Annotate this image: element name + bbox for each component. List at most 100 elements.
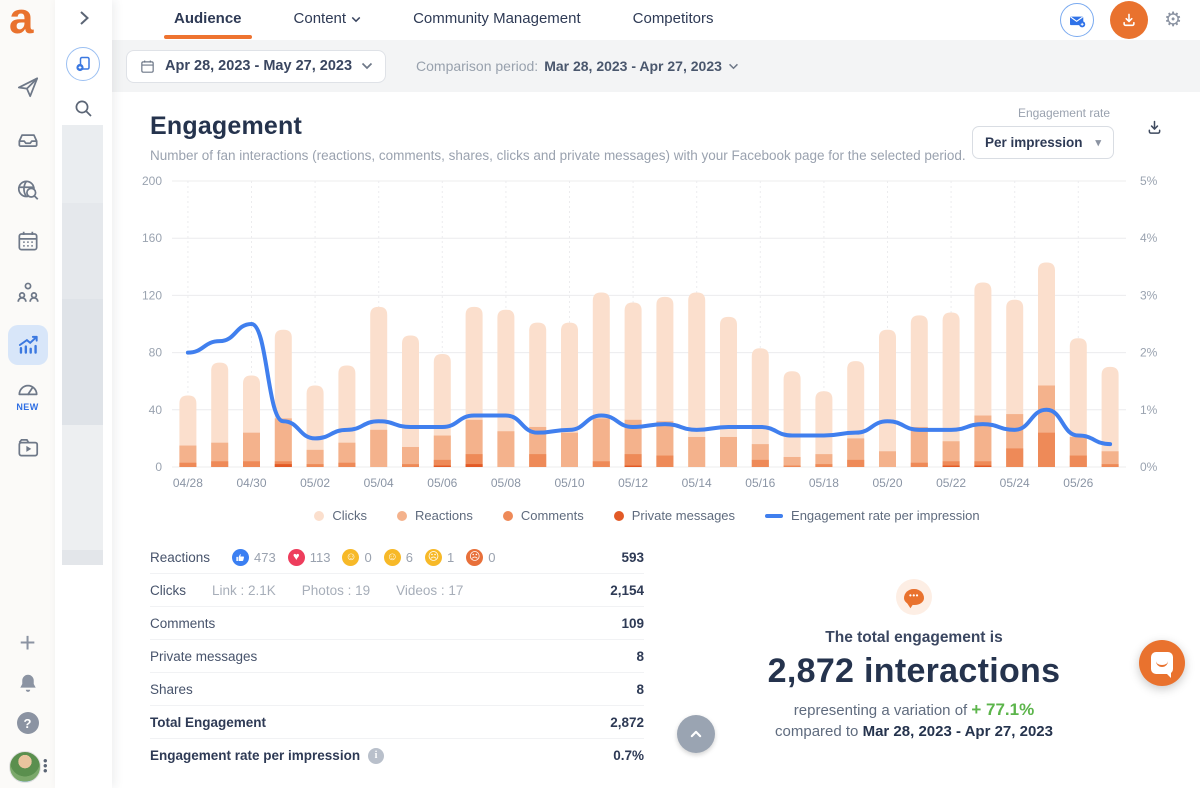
rate-label: Engagement rate bbox=[1017, 106, 1110, 120]
variation-percent: + 77.1% bbox=[971, 700, 1035, 719]
tab-label: Competitors bbox=[632, 10, 714, 27]
engagement-section: Engagement Number of fan interactions (r… bbox=[112, 92, 1200, 788]
legend-line-swatch bbox=[765, 513, 784, 518]
library-icon[interactable] bbox=[15, 435, 41, 461]
table-row-shares: Shares 8 bbox=[150, 673, 644, 706]
summary-compared: compared to Mar 28, 2023 - Apr 27, 2023 bbox=[775, 723, 1053, 740]
question-glyph: ? bbox=[16, 712, 39, 734]
user-avatar[interactable] bbox=[9, 751, 41, 783]
messages-button[interactable] bbox=[1060, 3, 1095, 37]
inbox-icon[interactable] bbox=[15, 127, 41, 153]
summary-variation: representing a variation of + 77.1% bbox=[793, 700, 1035, 719]
svg-text:200: 200 bbox=[142, 174, 162, 188]
legend-label: Comments bbox=[520, 508, 584, 523]
notifications-icon[interactable] bbox=[15, 671, 41, 697]
chat-widget-button[interactable] bbox=[1139, 640, 1185, 686]
rate-selected-value: Per impression bbox=[985, 135, 1083, 150]
dropdown-triangle-icon: ▾ bbox=[1095, 137, 1101, 149]
chart-legend: Clicks Reactions Comments Private messages E… bbox=[132, 508, 1162, 523]
legend-item-clicks[interactable]: Clicks bbox=[314, 508, 367, 523]
svg-text:05/24: 05/24 bbox=[1000, 476, 1030, 490]
svg-text:05/08: 05/08 bbox=[491, 476, 521, 490]
section-title: Engagement bbox=[150, 112, 303, 140]
primary-sidebar: a NEW + ? • • • bbox=[0, 0, 55, 788]
row-label: Comments bbox=[150, 615, 216, 631]
like-reaction-icon bbox=[232, 548, 250, 566]
tab-content[interactable]: Content bbox=[268, 0, 388, 40]
legend-label: Clicks bbox=[332, 508, 368, 523]
reaction-sad: ☹ 1 bbox=[424, 548, 455, 566]
table-row-comments: Comments 109 bbox=[150, 607, 644, 640]
svg-text:04/30: 04/30 bbox=[236, 476, 266, 490]
help-icon[interactable]: ? bbox=[15, 710, 41, 736]
table-row-clicks: Clicks Link : 2.1K Photos : 19 Videos : 17 2… bbox=[150, 574, 644, 607]
chart-canvas: 0 40 80 120 160 200 0% 1% 2% 3% 4% 5% 04/28 04/30 05/0… bbox=[142, 174, 1158, 490]
tab-competitors[interactable]: Competitors bbox=[607, 0, 740, 40]
svg-text:3%: 3% bbox=[1140, 288, 1158, 302]
export-download-button[interactable] bbox=[1110, 1, 1149, 39]
svg-text:05/02: 05/02 bbox=[300, 476, 330, 490]
reaction-count: 1 bbox=[446, 549, 455, 565]
chat-bubble-icon bbox=[1151, 652, 1173, 678]
legend-item-comments[interactable]: Comments bbox=[502, 508, 584, 523]
sad-reaction-icon: ☹ bbox=[424, 548, 442, 566]
legend-item-reactions[interactable]: Reactions bbox=[397, 508, 473, 523]
tab-label: Community Management bbox=[413, 10, 581, 27]
click-breakdown: Link : 2.1K Photos : 19 Videos : 17 bbox=[212, 583, 463, 598]
love-reaction-icon: ♥ bbox=[287, 548, 305, 566]
haha-reaction-icon: ☺ bbox=[342, 548, 360, 566]
svg-text:80: 80 bbox=[149, 346, 163, 360]
profile-selector-icon[interactable] bbox=[66, 47, 100, 81]
main-panel: Audience Content Community Management Compe… bbox=[112, 0, 1200, 788]
search-icon[interactable] bbox=[74, 99, 93, 123]
total-engagement-summary: ••• The total engagement is 2,872 intera… bbox=[744, 579, 1084, 740]
settings-gear-icon[interactable]: ⚙ bbox=[1164, 9, 1182, 31]
tab-label: Audience bbox=[174, 10, 242, 27]
row-label: Total Engagement bbox=[150, 714, 267, 730]
agorapulse-logo[interactable]: a bbox=[9, 0, 34, 43]
row-value: 109 bbox=[621, 615, 644, 631]
comparison-period-picker[interactable]: Comparison period: Mar 28, 2023 - Apr 27… bbox=[416, 58, 739, 74]
chevron-down-icon bbox=[728, 63, 738, 69]
row-label: Shares bbox=[150, 681, 193, 697]
expand-chevron-icon[interactable] bbox=[75, 8, 93, 33]
tab-audience[interactable]: Audience bbox=[148, 0, 268, 40]
tab-community-management[interactable]: Community Management bbox=[387, 0, 607, 40]
kebab-menu-icon[interactable]: • • • bbox=[43, 753, 48, 778]
row-value: 593 bbox=[621, 549, 644, 565]
date-range-picker[interactable]: Apr 28, 2023 - May 27, 2023 bbox=[126, 49, 387, 83]
row-value: 2,872 bbox=[610, 714, 644, 730]
dashboards-icon[interactable] bbox=[15, 377, 41, 403]
svg-text:4%: 4% bbox=[1140, 231, 1158, 245]
chart-download-icon[interactable] bbox=[1145, 118, 1164, 142]
reaction-count: 0 bbox=[364, 549, 372, 565]
top-navigation: Audience Content Community Management Compe… bbox=[112, 0, 1200, 40]
comparison-label: Comparison period: bbox=[416, 58, 539, 74]
reaction-breakdown: 473 ♥ 113 ☺ 0 ☺ 6 ☹ 1 ☹ 0 bbox=[232, 548, 495, 566]
reaction-count: 473 bbox=[254, 549, 276, 565]
info-icon[interactable]: i bbox=[368, 747, 385, 764]
svg-text:0: 0 bbox=[155, 460, 162, 474]
legend-item-private-messages[interactable]: Private messages bbox=[613, 508, 735, 523]
legend-item-engagement-rate-per-impression[interactable]: Engagement rate per impression bbox=[765, 508, 980, 523]
topbar-actions: ⚙ bbox=[1060, 1, 1182, 39]
reports-icon-active[interactable] bbox=[7, 325, 48, 365]
svg-text:05/12: 05/12 bbox=[618, 476, 648, 490]
table-row-engagement-rate-per-impression: Engagement rate per impression i 0.7% bbox=[150, 739, 644, 772]
legend-label: Engagement rate per impression bbox=[791, 508, 980, 523]
new-badge: NEW bbox=[16, 402, 39, 412]
svg-text:05/20: 05/20 bbox=[872, 476, 902, 490]
add-icon[interactable]: + bbox=[15, 629, 41, 657]
profile-list-skeleton bbox=[62, 125, 103, 565]
svg-text:40: 40 bbox=[149, 403, 163, 417]
rate-dropdown[interactable]: Per impression ▾ bbox=[972, 126, 1114, 159]
scroll-to-top-button[interactable] bbox=[677, 715, 715, 753]
selected-period: Apr 28, 2023 - May 27, 2023 bbox=[165, 58, 353, 74]
engagement-chart[interactable]: 0 40 80 120 160 200 0% 1% 2% 3% 4% 5% 04/28 04/30 05/0… bbox=[132, 173, 1200, 496]
calendar-icon[interactable] bbox=[15, 228, 41, 254]
listening-icon[interactable] bbox=[15, 177, 41, 203]
row-label: Reactions bbox=[150, 549, 211, 565]
engagement-table: Reactions 473 ♥ 113 ☺ 0 ☺ 6 ☹ 1 ☹ 0 593 Clicks Link : … bbox=[150, 541, 644, 772]
publishing-icon[interactable] bbox=[15, 74, 41, 100]
community-icon[interactable] bbox=[15, 279, 41, 305]
